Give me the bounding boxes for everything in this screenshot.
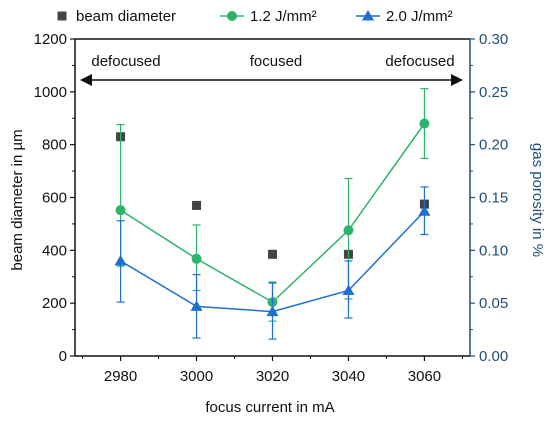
data-point	[342, 284, 355, 295]
series-line	[120, 123, 426, 304]
annotation-defocused-right: defocused	[385, 53, 454, 70]
legend-item: beam diameter	[57, 8, 176, 25]
data-point	[419, 118, 430, 129]
y-tick-label: 800	[42, 137, 67, 154]
axes: 2980 3000 3020 3040 3060 0 200 400 600 800 1000 120…	[34, 31, 509, 385]
y2-tick-label: 0.05	[479, 295, 508, 312]
y-axis-label: beam diameter in µm	[9, 129, 26, 270]
y2-tick-label: 0.25	[479, 84, 508, 101]
data-point	[114, 254, 127, 266]
x-tick-label: 3040	[332, 368, 365, 385]
data-point	[191, 253, 202, 264]
legend-label: beam diameter	[76, 8, 176, 25]
y-tick-label: 1000	[34, 84, 67, 101]
data-point	[266, 305, 279, 317]
y-tick-label: 400	[42, 242, 67, 259]
series-layer	[114, 88, 431, 340]
y-tick-label: 0	[59, 348, 67, 365]
legend-item: 2.0 J/mm²	[356, 8, 453, 25]
annotations: defocused focused defocused	[80, 53, 463, 86]
x-axis-label: focus current in mA	[205, 399, 334, 416]
y2-tick-label: 0.20	[479, 137, 508, 154]
x-tick-label: 3060	[408, 368, 441, 385]
y2-tick-label: 0.15	[479, 190, 508, 207]
x-tick-label: 2980	[104, 368, 137, 385]
arrow-head-right	[451, 74, 463, 86]
legend-label: 1.2 J/mm²	[250, 8, 317, 25]
x-tick-label: 3020	[256, 368, 289, 385]
annotation-focused: focused	[250, 53, 303, 70]
legend-marker	[227, 11, 237, 21]
legend-item: 1.2 J/mm²	[220, 8, 317, 25]
y-tick-label: 200	[42, 295, 67, 312]
data-point	[115, 205, 126, 216]
y2-tick-label: 0.00	[479, 348, 508, 365]
x-tick-label: 3000	[180, 368, 213, 385]
data-point	[192, 200, 202, 210]
annotation-defocused-left: defocused	[91, 53, 160, 70]
y-tick-label: 1200	[34, 31, 67, 48]
y2-tick-label: 0.10	[479, 242, 508, 259]
legend-marker	[362, 10, 374, 21]
legend-marker	[57, 11, 67, 21]
y2-tick-label: 0.30	[479, 31, 508, 48]
data-point	[418, 205, 431, 216]
data-point	[343, 225, 354, 236]
y-tick-label: 600	[42, 190, 67, 207]
data-point	[190, 300, 203, 311]
data-point	[268, 249, 277, 259]
y2-axis-label: gas porosity in %	[529, 143, 546, 257]
legend: beam diameter 1.2 J/mm² 2.0 J/mm²	[57, 8, 453, 25]
legend-label: 2.0 J/mm²	[386, 8, 453, 25]
arrow-head-left	[80, 74, 92, 86]
